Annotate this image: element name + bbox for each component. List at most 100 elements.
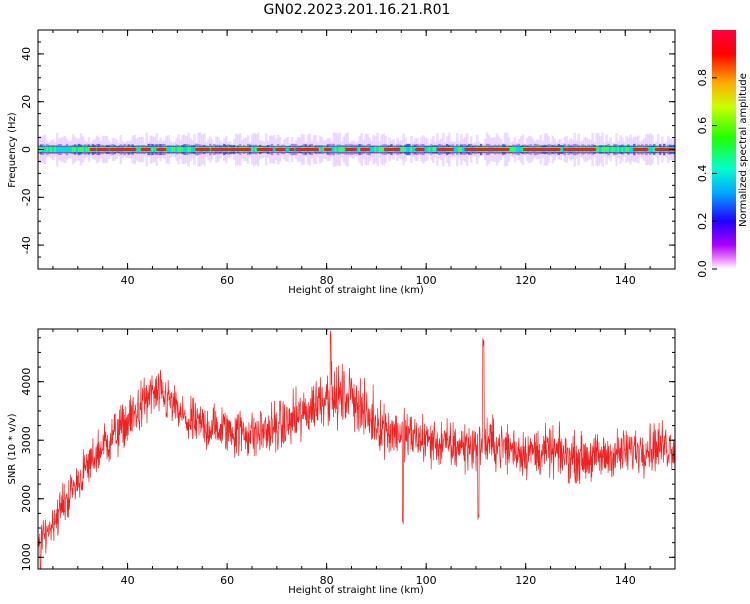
spectrogram-core (332, 146, 336, 153)
spectrogram-core (61, 146, 65, 153)
spectrogram-peak (640, 148, 647, 151)
spectrogram-core (45, 146, 49, 153)
spectrogram-core (75, 146, 79, 153)
spectrogram-core (53, 146, 57, 153)
spectrogram-core (83, 146, 87, 153)
snr-xtick-label: 100 (416, 574, 437, 587)
spectrogram-core (623, 146, 626, 153)
spectrogram-peak (490, 148, 506, 151)
spectrogram-peak (109, 148, 122, 151)
colorbar: 0.0 0.2 0.4 0.6 0.8 Normalized spectral ampl… (696, 30, 749, 278)
spectrogram-peak (312, 148, 320, 151)
spectrogram-core (63, 146, 67, 153)
spectrogram-core (135, 146, 139, 153)
spectrogram-core (169, 146, 172, 153)
snr-series-line (38, 330, 675, 569)
spectrogram-core (57, 146, 61, 153)
spectrogram-core (603, 146, 606, 153)
spectrogram-core (284, 146, 288, 153)
spectrogram-ytick-label: 20 (20, 95, 33, 109)
spectrogram-core (424, 146, 427, 153)
spectrogram-peak (234, 148, 252, 151)
spectrogram-peak (533, 148, 549, 151)
snr-xtick-label: 80 (320, 574, 334, 587)
spectrogram-core (627, 146, 630, 153)
colorbar-tick-label: 0.6 (696, 117, 709, 135)
spectrogram-core (47, 146, 51, 153)
spectrogram-core (338, 146, 342, 153)
spectrogram-core (320, 146, 324, 153)
spectrogram-core (330, 146, 334, 153)
spectrogram-core (153, 146, 156, 153)
spectrogram-xtick-label: 40 (121, 274, 135, 287)
spectrogram-core (649, 146, 652, 153)
spectrogram-core (137, 146, 141, 153)
figure-title: GN02.2023.201.16.21.R01 (264, 2, 451, 18)
spectrogram-peak (383, 148, 401, 151)
spectrogram-core (185, 146, 188, 153)
spectrogram-core (51, 146, 55, 153)
spectrogram-core (254, 146, 258, 153)
spectrogram-core (179, 146, 182, 153)
spectrogram-peak (581, 148, 591, 151)
spectrogram-core (191, 146, 194, 153)
spectrogram-core (372, 146, 375, 153)
spectrogram-xtick-label: 100 (416, 274, 437, 287)
spectrogram-core (43, 146, 47, 153)
spectrogram-ylabel: Frequency (Hz) (7, 112, 18, 188)
spectrogram-peak (344, 148, 358, 151)
spectrogram-panel: 40 60 80 100 120 140 -40 -20 0 20 40 Height of str… (7, 29, 676, 296)
snr-xtick-label: 60 (220, 574, 234, 587)
spectrogram-core (609, 146, 612, 153)
spectrogram-peak (414, 148, 425, 151)
spectrogram-core (167, 146, 170, 153)
spectrogram-core (81, 146, 85, 153)
spectrogram-core (173, 146, 176, 153)
spectrogram-xtick-label: 120 (515, 274, 536, 287)
spectrogram-peak (547, 148, 561, 151)
spectrogram-core (653, 146, 656, 153)
spectrogram-core (183, 146, 186, 153)
spectrogram-core (67, 146, 71, 153)
spectrogram-core (356, 146, 359, 153)
spectrogram-peak (89, 148, 97, 151)
spectrogram-peak (562, 148, 568, 151)
spectrogram-core (171, 146, 174, 153)
spectrogram-peak (210, 148, 229, 151)
spectrogram-core (460, 146, 463, 153)
spectrogram-core (513, 146, 517, 153)
snr-frame (37, 328, 676, 570)
spectrogram-core (250, 146, 254, 153)
spectrogram-core (597, 146, 600, 153)
spectrogram-core (79, 146, 83, 153)
spectrogram-core (342, 146, 346, 153)
spectrogram-core (601, 146, 604, 153)
spectrogram-core (336, 146, 340, 153)
spectrogram-core (631, 146, 634, 153)
spectrogram-core (517, 146, 521, 153)
spectrogram-peak (483, 148, 488, 151)
spectrogram-core (59, 146, 63, 153)
spectrogram-peak (274, 148, 286, 151)
spectrogram-peak (256, 148, 274, 151)
spectrogram-core (181, 146, 184, 153)
snr-ytick-label: 2000 (20, 485, 33, 513)
spectrogram-core (619, 146, 622, 153)
spectrogram-ytick-label: -20 (20, 188, 33, 206)
spectrogram-core (607, 146, 610, 153)
snr-ytick-label: 1000 (20, 543, 33, 571)
spectrogram-core (428, 146, 431, 153)
spectrogram-core (85, 146, 89, 153)
spectrogram-peak (469, 148, 483, 151)
spectrogram-core (515, 146, 519, 153)
spectrogram-core (434, 146, 437, 153)
spectrogram-ytick-label: -40 (20, 236, 33, 254)
spectrogram-core (87, 146, 91, 153)
spectrogram-xtick-label: 60 (220, 274, 234, 287)
snr-xtick-label: 40 (121, 574, 135, 587)
spectrogram-core (402, 146, 405, 153)
spectrogram-core (77, 146, 81, 153)
snr-xtick-label: 140 (615, 574, 636, 587)
spectrogram-core (458, 146, 461, 153)
snr-xlabel: Height of straight line (km) (288, 585, 424, 596)
